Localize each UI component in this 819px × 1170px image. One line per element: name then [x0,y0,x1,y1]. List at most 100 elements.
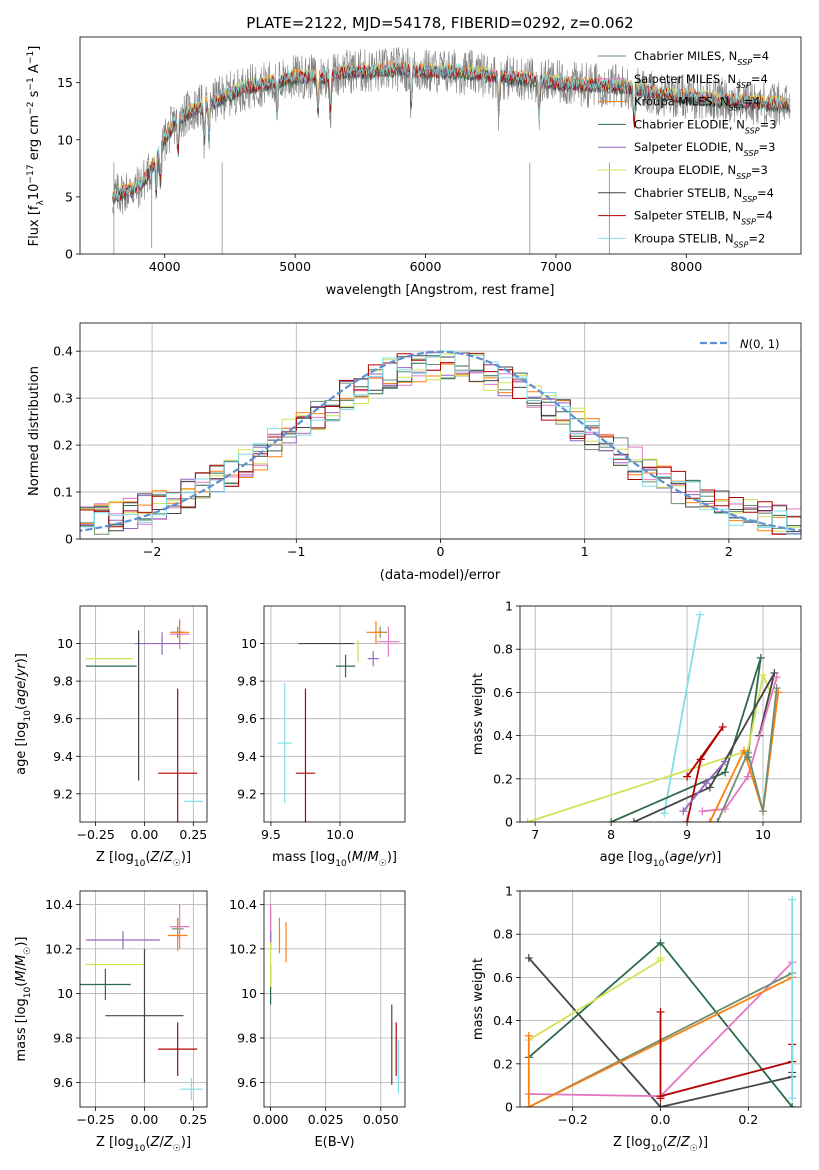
y-tick-label: 9.2 [53,786,73,801]
x-tick-label: 0.025 [308,1112,344,1127]
legend-label: Chabrier MILES, NSSP=4 [634,49,769,67]
y-tick-label: 0 [505,815,513,830]
label-part: )] [14,937,29,947]
label-part: Chabrier STELIB, [634,186,734,200]
y-tick-label: 10.4 [229,897,257,912]
x-tick-label: 10.0 [326,827,354,842]
label-part: λ [36,200,46,206]
label-part: N [720,95,729,109]
x-tick-label: 0.000 [253,1112,289,1127]
y-axis-label: Flux [fλ10−17 erg cm−2 s−1 A−1] [26,46,46,247]
plot-area [523,610,783,822]
z-age-axes: −0.25 0.00 0.25 9.2 9.4 9.6 9.8 10 [53,605,208,842]
plot-area [112,47,791,254]
y-tick-label: 9.6 [53,711,73,726]
label-part: 10 [335,859,347,869]
label-part: SSP [729,103,744,112]
label-part: −1 [26,77,36,90]
legend-label: Salpeter MILES, NSSP=4 [634,72,768,90]
label-part: ☉ [173,1144,181,1154]
mass-weight-marker [759,807,768,816]
mass-weight-line [527,672,772,822]
label-part: SSP [736,80,751,89]
legend-label: Kroupa MILES, NSSP=4 [634,95,760,113]
x-tick-label: 0.00 [131,1112,159,1127]
y-tick-label: 0.4 [493,1013,513,1028]
label-part: SSP [742,194,757,203]
label-part: 10 [134,859,146,869]
x-axis-label: age [log10(age/yr)] [600,850,722,869]
label-part: E(B-V) [314,1135,354,1150]
label-part: Salpeter STELIB, [634,209,732,223]
plot-area [85,619,204,822]
label-part: ( [662,1135,667,1150]
mass-weight-marker [788,895,797,904]
mass-weight-marker [713,818,722,822]
axes-frame [79,322,802,540]
label-part: ( [145,850,150,865]
mass-weight-marker [788,1103,797,1107]
x-tick-label: 8000 [670,259,702,274]
x-axis-label: (data-model)/error [380,568,501,583]
y-tick-label: 9.8 [53,1030,73,1045]
x-axis-label: E(B-V) [314,1135,354,1150]
label-part: )] [711,850,721,865]
plot-area [80,350,801,535]
axes-frame [263,890,406,1108]
z-mass-axes: −0.25 0.00 0.25 9.6 9.8 10 10.2 10.4 [45,890,208,1127]
y-tick-label: 9.6 [237,711,257,726]
label-part: A [27,64,42,77]
mass-weight-line [527,976,793,1107]
y-tick-label: 0.8 [493,927,513,942]
plot-area [270,904,399,1094]
label-part: Z [log [613,1135,651,1150]
label-part: age [log [14,722,29,775]
label-part: Salpeter ELODIE, [634,140,735,154]
label-part: Z [163,850,174,865]
y-tick-label: 9.8 [53,674,73,689]
axes-frame [519,890,802,1108]
ebv-mass-axes: 0.000 0.025 0.050 9.6 9.8 10 10.2 10.4 [229,890,406,1127]
y-tick-label: 9.8 [237,1030,257,1045]
legend-label: Chabrier ELODIE, NSSP=3 [634,117,777,135]
label-part: M [367,850,378,865]
label-part: ☉ [690,1144,698,1154]
label-part: N [734,186,743,200]
mass-weight-marker [772,673,781,682]
x-tick-label: 6000 [410,259,442,274]
z-weight-axes: −0.2 0.0 0.2 0 0.2 0.4 0.6 0.8 1 [493,884,802,1127]
label-part: / [159,850,164,865]
y-tick-label: 0.2 [493,1056,513,1071]
label-part: Salpeter MILES, [634,72,727,86]
label-part: ☉ [379,859,387,869]
mass-weight-marker [524,1031,533,1040]
y-tick-label: 0 [505,1100,513,1115]
y-tick-label: 10 [241,986,257,1001]
label-part: Kroupa STELIB, [634,231,725,245]
y-tick-label: 0.8 [493,642,513,657]
x-tick-label: 5000 [279,259,311,274]
y-tick-label: 10 [57,986,73,1001]
x-tick-label: −2 [143,544,161,559]
x-tick-label: 7000 [540,259,572,274]
label-part: / [159,1135,164,1150]
y-tick-label: 5 [65,189,73,204]
mass-weight-line [716,688,778,822]
label-part: age [log [600,850,653,865]
y-tick-label: 10.2 [229,941,257,956]
y-axis-label: mass weight [471,958,486,1040]
y-tick-label: 9.2 [237,786,257,801]
label-part: )] [698,1135,708,1150]
label-part: −17 [26,164,36,183]
x-tick-label: −0.25 [76,827,114,842]
age-weight-axes: 7 8 9 10 0 0.2 0.4 0.6 0.8 1 [493,599,802,842]
legend-label: Kroupa STELIB, NSSP=2 [634,231,765,249]
label-part: Kroupa ELODIE, [634,163,727,177]
model-spectrum-line [112,62,791,204]
label-part: N [729,49,738,63]
mass-weight-line [663,614,701,814]
mass-weight-marker [695,610,704,619]
y-tick-label: 0.4 [493,728,513,743]
